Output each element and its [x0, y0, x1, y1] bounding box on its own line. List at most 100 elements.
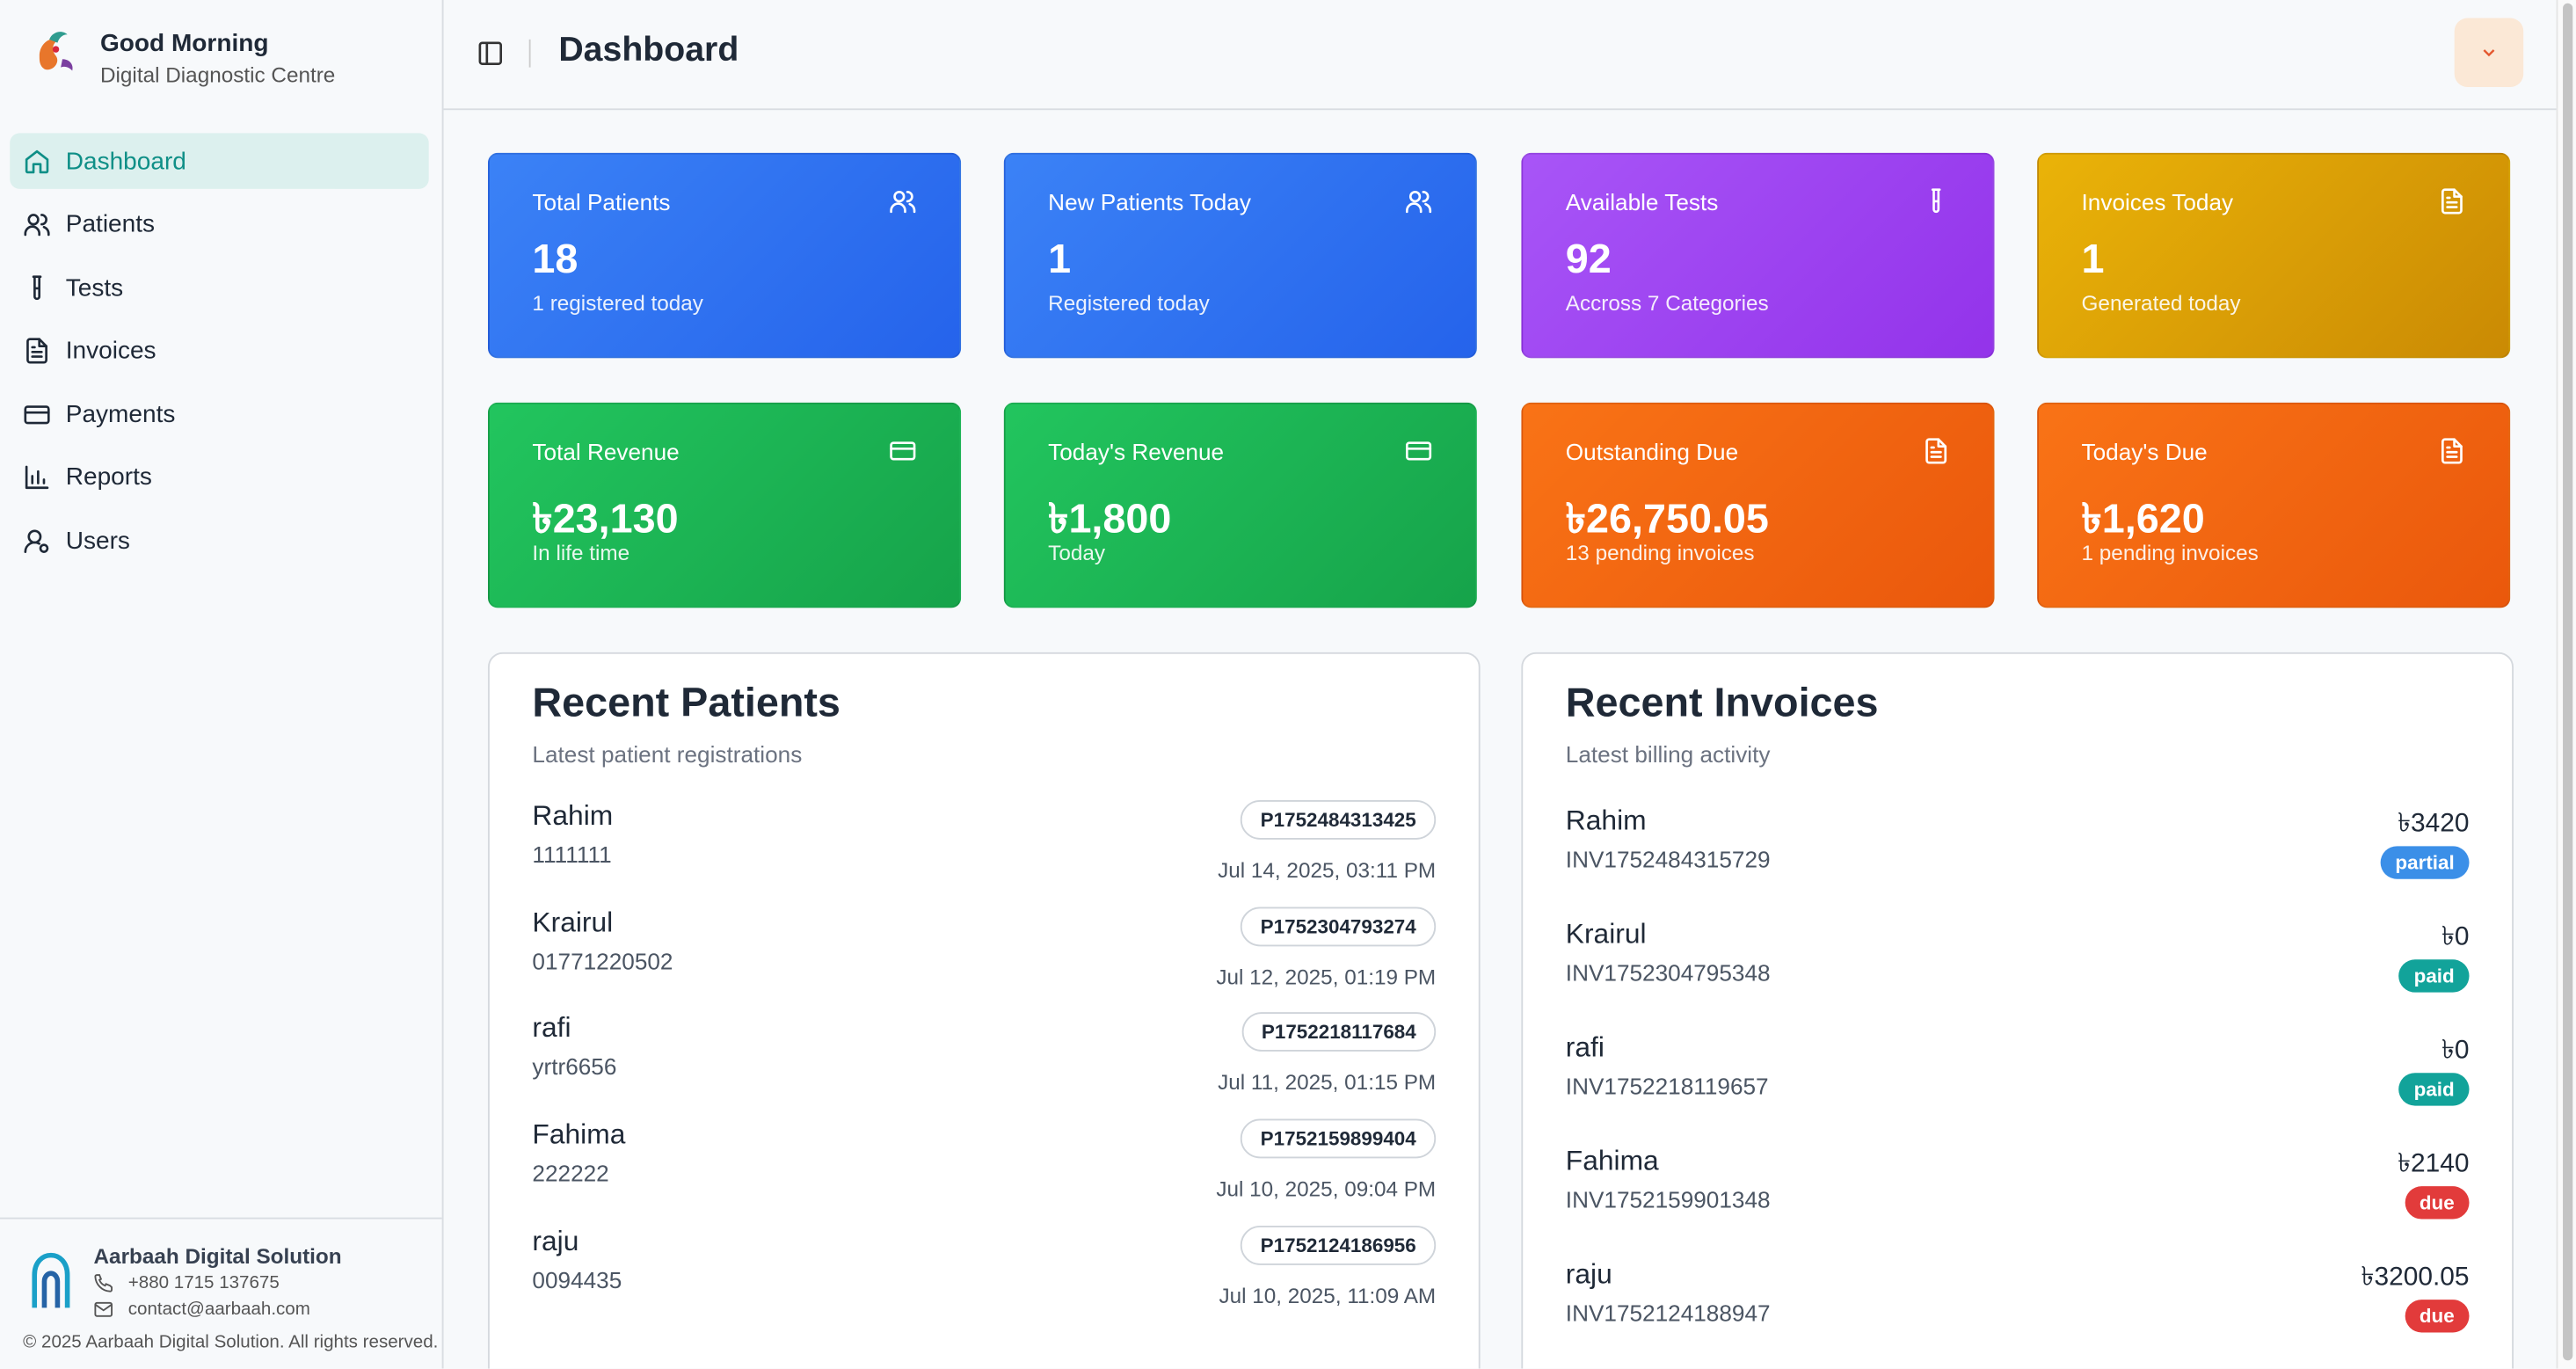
invoice-amount-text: ৳3200.05	[2361, 1263, 2470, 1292]
stat-note: 1 pending invoices	[2082, 541, 2259, 565]
patient-phone-text: 1111111	[532, 841, 612, 868]
nav-item[interactable]: Tests	[10, 260, 428, 317]
patient-name-text: raju	[532, 1225, 579, 1257]
invoice-row: raju INV1752124188947 ৳3200.05 due	[1566, 1258, 2470, 1357]
patient-name: Krairul	[532, 907, 613, 939]
invoice-status-text: paid	[2413, 964, 2455, 988]
patient-name-text: rafi	[532, 1012, 571, 1045]
stat-label: Available Tests	[1566, 189, 1719, 215]
stat-value: 92	[1566, 237, 1612, 284]
stat-card: Today's Revenue ৳1,800 Today	[1003, 402, 1477, 608]
invoice-amount: ৳0	[2441, 1029, 2470, 1073]
nav-item-text: Patients	[65, 210, 156, 239]
invoice-number: INV1752218119657	[1566, 1073, 1769, 1099]
nav-item[interactable]: Dashboard	[10, 133, 429, 189]
nav-item[interactable]: Users	[10, 513, 428, 570]
nav-item[interactable]: Patients	[10, 196, 428, 252]
invoice-patient: rafi	[1566, 1031, 1605, 1064]
nav: Dashboard Patients Tests Invoices Payments Re…	[10, 133, 429, 577]
stat-note: 13 pending invoices	[1566, 541, 1755, 565]
nav-item-text: Users	[65, 527, 130, 556]
invoice-amount-text: ৳0	[2441, 923, 2470, 951]
stat-label: Outstanding Due	[1566, 439, 1738, 465]
invoice-row: Fahima INV1752159901348 ৳2140 due	[1566, 1145, 2470, 1243]
stat-card: Total Revenue ৳23,130 In life time	[487, 402, 962, 608]
patient-id-text: P1752218117684	[1261, 1021, 1416, 1045]
sidebar: Good Morning Digital Diagnostic Centre D…	[0, 0, 444, 1369]
invoice-status-text: due	[2419, 1191, 2455, 1214]
stat-label-text: Invoices Today	[2081, 188, 2234, 215]
stat-value: 1	[1048, 237, 1071, 284]
header: Dashboard	[443, 0, 2557, 111]
patient-date: Jul 14, 2025, 03:11 PM	[1218, 857, 1436, 882]
stat-label-text: Available Tests	[1565, 188, 1719, 215]
nav-item-text: Dashboard	[65, 147, 186, 176]
patient-date-text: Jul 14, 2025, 03:11 PM	[1218, 857, 1437, 883]
stat-value-text: 1	[2081, 237, 2105, 283]
brand-title: Good Morning	[99, 29, 269, 58]
invoice-number-text: INV1752159901348	[1565, 1186, 1771, 1213]
copyright: © 2025 Aarbaah Digital Solution. All rig…	[23, 1332, 439, 1352]
invoice-number: INV1752124188947	[1566, 1300, 1771, 1326]
invoice-number: INV1752484315729	[1566, 846, 1771, 872]
invoice-patient-text: Krairul	[1565, 918, 1647, 950]
patient-name-text: Fahima	[532, 1118, 626, 1151]
recent-invoices: Recent Invoices Latest billing activity …	[1521, 652, 2514, 1369]
stat-note-text: 1 pending invoices	[2081, 540, 2259, 565]
patient-row: Rahim 1111111 P1752484313425 Jul 14, 2025, …	[532, 800, 1437, 899]
patient-date-text: Jul 11, 2025, 01:15 PM	[1218, 1070, 1437, 1096]
invoice-status-text: paid	[2413, 1077, 2455, 1101]
patient-phone-text: 01771220502	[532, 947, 673, 974]
logo	[39, 32, 73, 71]
nav-item[interactable]: Invoices	[10, 324, 428, 380]
patient-phone: 222222	[532, 1160, 608, 1186]
stat-value: ৳26,750.05	[1566, 486, 1769, 557]
nav-item[interactable]: Reports	[10, 450, 428, 506]
stat-label: New Patients Today	[1048, 189, 1251, 215]
stat-note-text: 13 pending invoices	[1565, 540, 1755, 565]
patient-id: P1752124186956	[1241, 1225, 1437, 1265]
stat-note-text: Generated today	[2081, 290, 2241, 316]
invoice-amount: ৳3200.05	[2361, 1256, 2470, 1300]
stat-label-text: Outstanding Due	[1565, 438, 1739, 465]
patient-row: raju 0094435 P1752124186956 Jul 10, 2025, 1…	[532, 1225, 1437, 1324]
stat-note-text: Today	[1048, 540, 1106, 565]
phone-icon	[94, 1274, 113, 1293]
sidebar-toggle[interactable]	[477, 40, 505, 68]
user-menu[interactable]	[2454, 18, 2524, 88]
invoice-status-text: partial	[2395, 850, 2455, 875]
stat-note: Generated today	[2082, 291, 2241, 316]
stat-value-text: ৳26,750.05	[1565, 496, 1769, 543]
panel-title: Recent Patients	[532, 680, 840, 726]
invoice-row: Krairul INV1752304795348 ৳0 paid	[1566, 919, 2470, 1017]
sidebar-footer: Aarbaah Digital Solution +880 1715 13767…	[0, 1217, 442, 1369]
invoice-number-text: INV1752304795348	[1565, 959, 1771, 987]
stat-card: Available Tests 92 Accross 7 Categories	[1521, 152, 1995, 359]
invoice-patient: Rahim	[1566, 805, 1647, 838]
stat-value: ৳1,620	[2082, 486, 2205, 557]
brand: Good Morning Digital Diagnostic Centre	[30, 26, 335, 91]
patient-row: rafi yrtr6656 P1752218117684 Jul 11, 2025, …	[532, 1012, 1437, 1111]
invoice-status: due	[2405, 1300, 2470, 1333]
brand-subtitle: Digital Diagnostic Centre	[99, 62, 336, 88]
company-logo	[32, 1252, 70, 1308]
nav-item[interactable]: Payments	[10, 387, 428, 443]
stat-label: Invoices Today	[2082, 189, 2234, 215]
panel-title: Recent Invoices	[1565, 680, 1879, 726]
patient-name: raju	[532, 1226, 579, 1258]
patient-name: rafi	[532, 1013, 571, 1045]
stat-label: Today's Due	[2082, 439, 2208, 465]
nav-item-text: Tests	[65, 273, 124, 302]
patient-date: Jul 11, 2025, 01:15 PM	[1218, 1070, 1436, 1095]
stat-note-text: In life time	[532, 540, 630, 565]
stat-note: Registered today	[1048, 291, 1210, 316]
stat-note: In life time	[532, 541, 629, 565]
invoice-status: due	[2405, 1186, 2470, 1220]
invoice-number-text: INV1752484315729	[1565, 846, 1771, 873]
stat-note: 1 registered today	[532, 291, 702, 316]
patient-id-text: P1752484313425	[1260, 808, 1416, 832]
stat-note-text: Registered today	[1048, 290, 1210, 316]
email: contact@aarbaah.com	[127, 1300, 310, 1320]
stat-label: Total Patients	[532, 189, 670, 215]
stat-label-text: Today's Revenue	[1048, 438, 1225, 465]
